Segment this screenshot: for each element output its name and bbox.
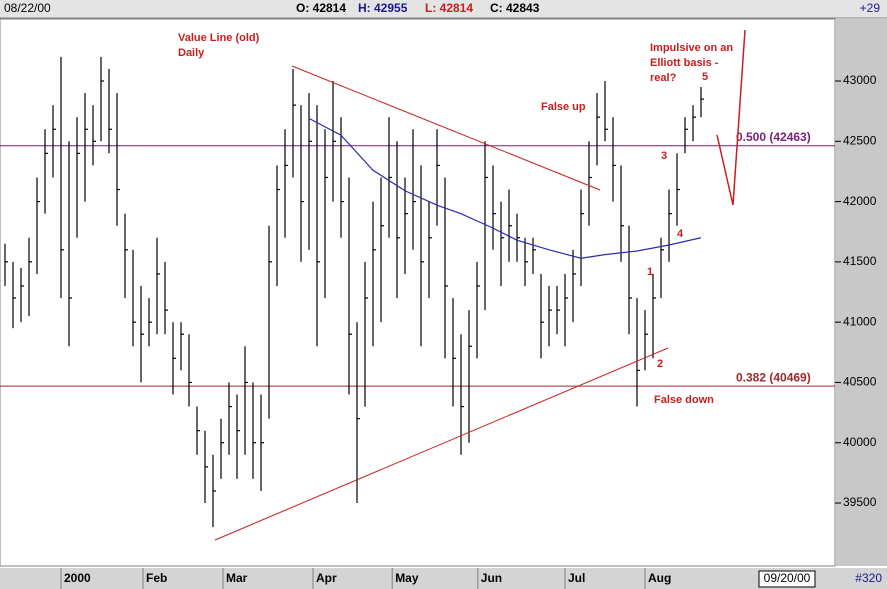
footer-count: #320 [855, 571, 882, 585]
x-tick-label: Feb [146, 571, 167, 585]
y-tick-label: 39500 [843, 495, 877, 509]
chart-subtitle: Daily [178, 47, 205, 59]
status-low: L: 42814 [425, 1, 473, 15]
x-tick-label: 2000 [64, 571, 91, 585]
annotation: Impulsive on an [650, 42, 733, 54]
annotation: real? [650, 72, 677, 84]
y-tick-label: 40000 [843, 435, 877, 449]
wave-label: 2 [657, 358, 663, 370]
annotation: False down [654, 394, 714, 406]
y-tick-label: 40500 [843, 375, 877, 389]
plot: 3950040000405004100041500420004250043000… [0, 56, 877, 589]
x-tick-label: Jul [568, 571, 585, 585]
annotation: Elliott basis - [650, 57, 719, 69]
wave-label: 3 [661, 150, 667, 162]
upper-trendline [291, 65, 601, 191]
wave-label: 1 [647, 266, 653, 278]
x-tick-label: Apr [316, 571, 337, 585]
x-tick-label: May [395, 571, 419, 585]
wave-label: 5 [702, 71, 708, 83]
plot-area [0, 18, 836, 567]
status-bar [0, 0, 887, 18]
y-tick-label: 41000 [843, 314, 877, 328]
date-box-text: 09/20/00 [764, 571, 811, 585]
status-high: H: 42955 [358, 1, 408, 15]
y-axis-panel [836, 19, 887, 566]
level-label: 0.500 (42463) [736, 130, 811, 144]
level-label: 0.382 (40469) [736, 370, 811, 384]
moving-average [308, 117, 702, 259]
lower-trendline [214, 347, 669, 541]
status-change: +29 [860, 1, 881, 15]
status-close: C: 42843 [490, 1, 540, 15]
x-tick-label: Jun [481, 571, 502, 585]
y-tick-label: 42500 [843, 133, 877, 147]
chart-title: Value Line (old) [178, 32, 260, 44]
annotation: False up [541, 101, 586, 113]
date-box [758, 570, 816, 588]
wave-label: 4 [677, 228, 684, 240]
projection [716, 29, 746, 206]
x-tick-label: Aug [648, 571, 671, 585]
y-tick-label: 43000 [843, 73, 877, 87]
y-tick-label: 42000 [843, 194, 877, 208]
y-tick-label: 41500 [843, 254, 877, 268]
status-open: O: 42814 [296, 1, 346, 15]
x-tick-label: Mar [226, 571, 248, 585]
status-date: 08/22/00 [4, 1, 51, 15]
x-axis-panel [0, 568, 887, 589]
